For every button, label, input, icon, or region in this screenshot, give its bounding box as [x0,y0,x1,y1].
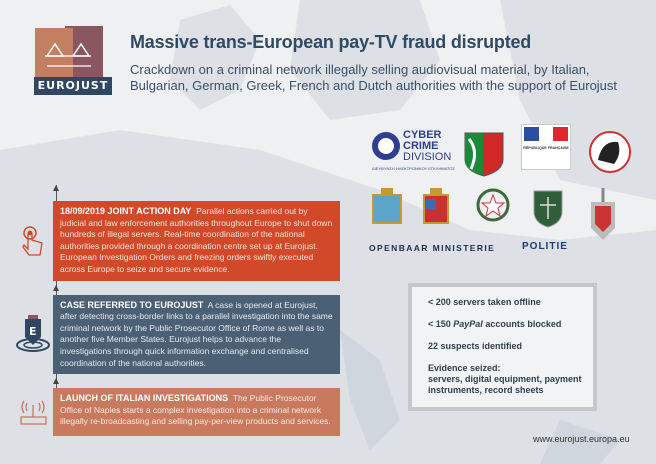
french-republic-logo: RÉPUBLIQUE FRANÇAISE [521,124,571,170]
timeline-arrow [53,284,59,291]
stat-suspects: 22 suspects identified [428,341,523,351]
timeline-row: 18/09/2019 JOINT ACTION DAY Parallel act… [12,185,342,281]
results-box: < 200 servers taken offline < 150 PayPal… [408,283,597,411]
stat-paypal: < 150 PayPal accounts blocked [428,319,562,329]
timeline-text: The Public Prosecutor Office of Naples s… [60,393,331,427]
italian-republic-emblem [476,188,510,222]
timeline-heading: CASE REFERRED TO EUROJUST [60,299,204,310]
politie-logo: POLITIE [522,241,568,252]
timeline-heading: 18/09/2019 JOINT ACTION DAY [60,206,192,216]
hand-pointer-icon [21,226,43,256]
polizia-di-stato-emblem [423,188,449,224]
timeline-heading: LAUNCH OF ITALIAN INVESTIGATIONS [60,393,229,404]
timeline-arrow [53,378,59,385]
french-police-emblem [589,131,631,173]
svg-text:E: E [29,325,37,338]
hellenic-police-emblem [372,132,400,160]
stat-evidence: Evidence seized: servers, digital equipme… [428,363,582,395]
timeline-row: E CASE REFERRED TO EUROJUST A case is op… [12,284,342,375]
page-title: Massive trans-European pay-TV fraud disr… [130,32,532,52]
openbaar-ministerie-logo: OPENBAAR MINISTERIE [369,243,496,253]
timeline-text: A case is opened at Eurojust, after dete… [60,299,333,368]
eurojust-logo-text: EUROJUST [34,77,112,95]
bulgarian-prosecution-emblem [533,190,563,228]
cyber-crime-division-logo: CYBER CRIME DIVISION [403,129,452,163]
scales-icon [45,42,91,67]
timeline-case-referred: CASE REFERRED TO EUROJUST A case is open… [53,294,340,375]
bulgarian-police-emblem [591,188,615,240]
stat-servers: < 200 servers taken offline [428,297,541,307]
cyber-crime-subtitle: ΔΙΕΥΘΥΝΣΗ ΗΛΕΚΤΡΟΝΙΚΟΥ ΕΓΚΛΗΜΑΤΟΣ [372,166,456,171]
timeline: 18/09/2019 JOINT ACTION DAY Parallel act… [12,185,342,437]
router-icon [19,400,47,425]
timeline-arrow [53,185,59,191]
page-subtitle: Crackdown on a criminal network illegall… [130,62,618,93]
location-pin-e-icon: E [15,315,50,353]
timeline-row: LAUNCH OF ITALIAN INVESTIGATIONS The Pub… [12,378,342,437]
eurojust-logo: EUROJUST [34,26,112,95]
nrw-coat-of-arms [464,132,504,177]
guardia-di-finanza-emblem [372,188,402,224]
timeline-text: Parallel actions carried out by judicial… [60,206,333,274]
timeline-italian-investigations: LAUNCH OF ITALIAN INVESTIGATIONS The Pub… [53,388,340,437]
website-link[interactable]: www.eurojust.europa.eu [533,434,630,444]
timeline-joint-action-day: 18/09/2019 JOINT ACTION DAY Parallel act… [53,201,340,281]
